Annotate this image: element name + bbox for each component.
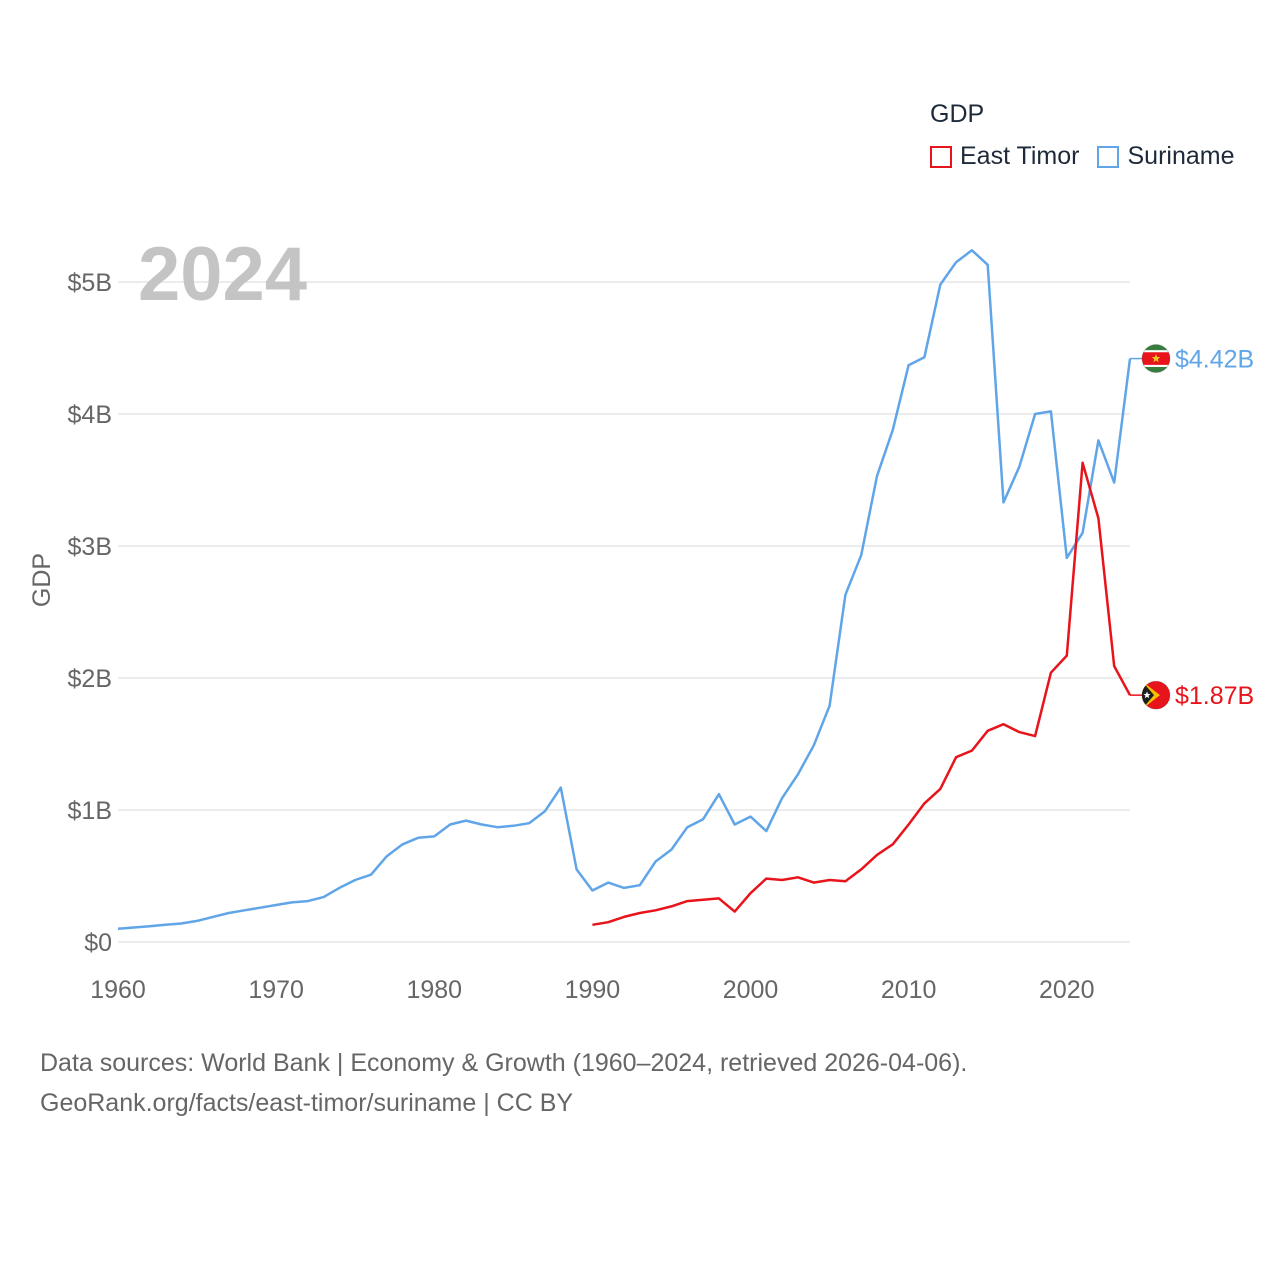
east-timor-flag-icon [1141, 680, 1171, 710]
x-axis-ticks: 1960 1970 1980 1990 2000 2010 2020 [90, 976, 1094, 1004]
legend-label-suriname: Suriname [1127, 142, 1235, 170]
series-lines [117, 249, 1132, 931]
x-tick-label: 2010 [881, 976, 937, 1004]
x-tick-label: 1960 [90, 976, 146, 1004]
y-tick-label: $4B [68, 401, 112, 429]
year-watermark: 2024 [138, 232, 307, 317]
legend-title: GDP [930, 100, 985, 128]
gridlines [118, 281, 1130, 943]
x-tick-label: 2000 [723, 976, 779, 1004]
legend-item-suriname[interactable]: Suriname [1097, 142, 1234, 171]
y-tick-label: $1B [68, 797, 112, 825]
series-line-east-timor [592, 461, 1132, 927]
footer-sources: Data sources: World Bank | Economy & Gro… [40, 1049, 968, 1077]
x-tick-label: 1970 [248, 976, 304, 1004]
legend-label-east-timor: East Timor [960, 142, 1080, 170]
footer: Data sources: World Bank | Economy & Gro… [40, 1043, 967, 1123]
y-tick-label: $2B [68, 665, 112, 693]
y-axis-label: GDP [28, 553, 56, 607]
series-line-suriname [117, 249, 1132, 931]
legend-swatch-suriname [1097, 145, 1120, 168]
y-axis-ticks: $0 $1B $2B $3B $4B $5B [68, 269, 112, 957]
x-tick-label: 1990 [565, 976, 621, 1004]
y-tick-label: $3B [68, 533, 112, 561]
end-value-label-east-timor: $1.87B [1175, 682, 1254, 710]
suriname-flag-icon [1141, 344, 1171, 374]
y-tick-label: $5B [68, 269, 112, 297]
legend: East Timor Suriname [930, 142, 1252, 171]
legend-swatch-east-timor [930, 145, 952, 168]
end-markers: $4.42B $1.87B [1130, 344, 1254, 710]
legend-item-east-timor[interactable]: East Timor [930, 142, 1079, 171]
x-tick-label: 1980 [406, 976, 462, 1004]
end-value-label-suriname: $4.42B [1175, 346, 1254, 374]
y-tick-label: $0 [84, 929, 112, 957]
footer-link[interactable]: GeoRank.org/facts/east-timor/suriname | … [40, 1089, 574, 1117]
x-tick-label: 2020 [1039, 976, 1095, 1004]
